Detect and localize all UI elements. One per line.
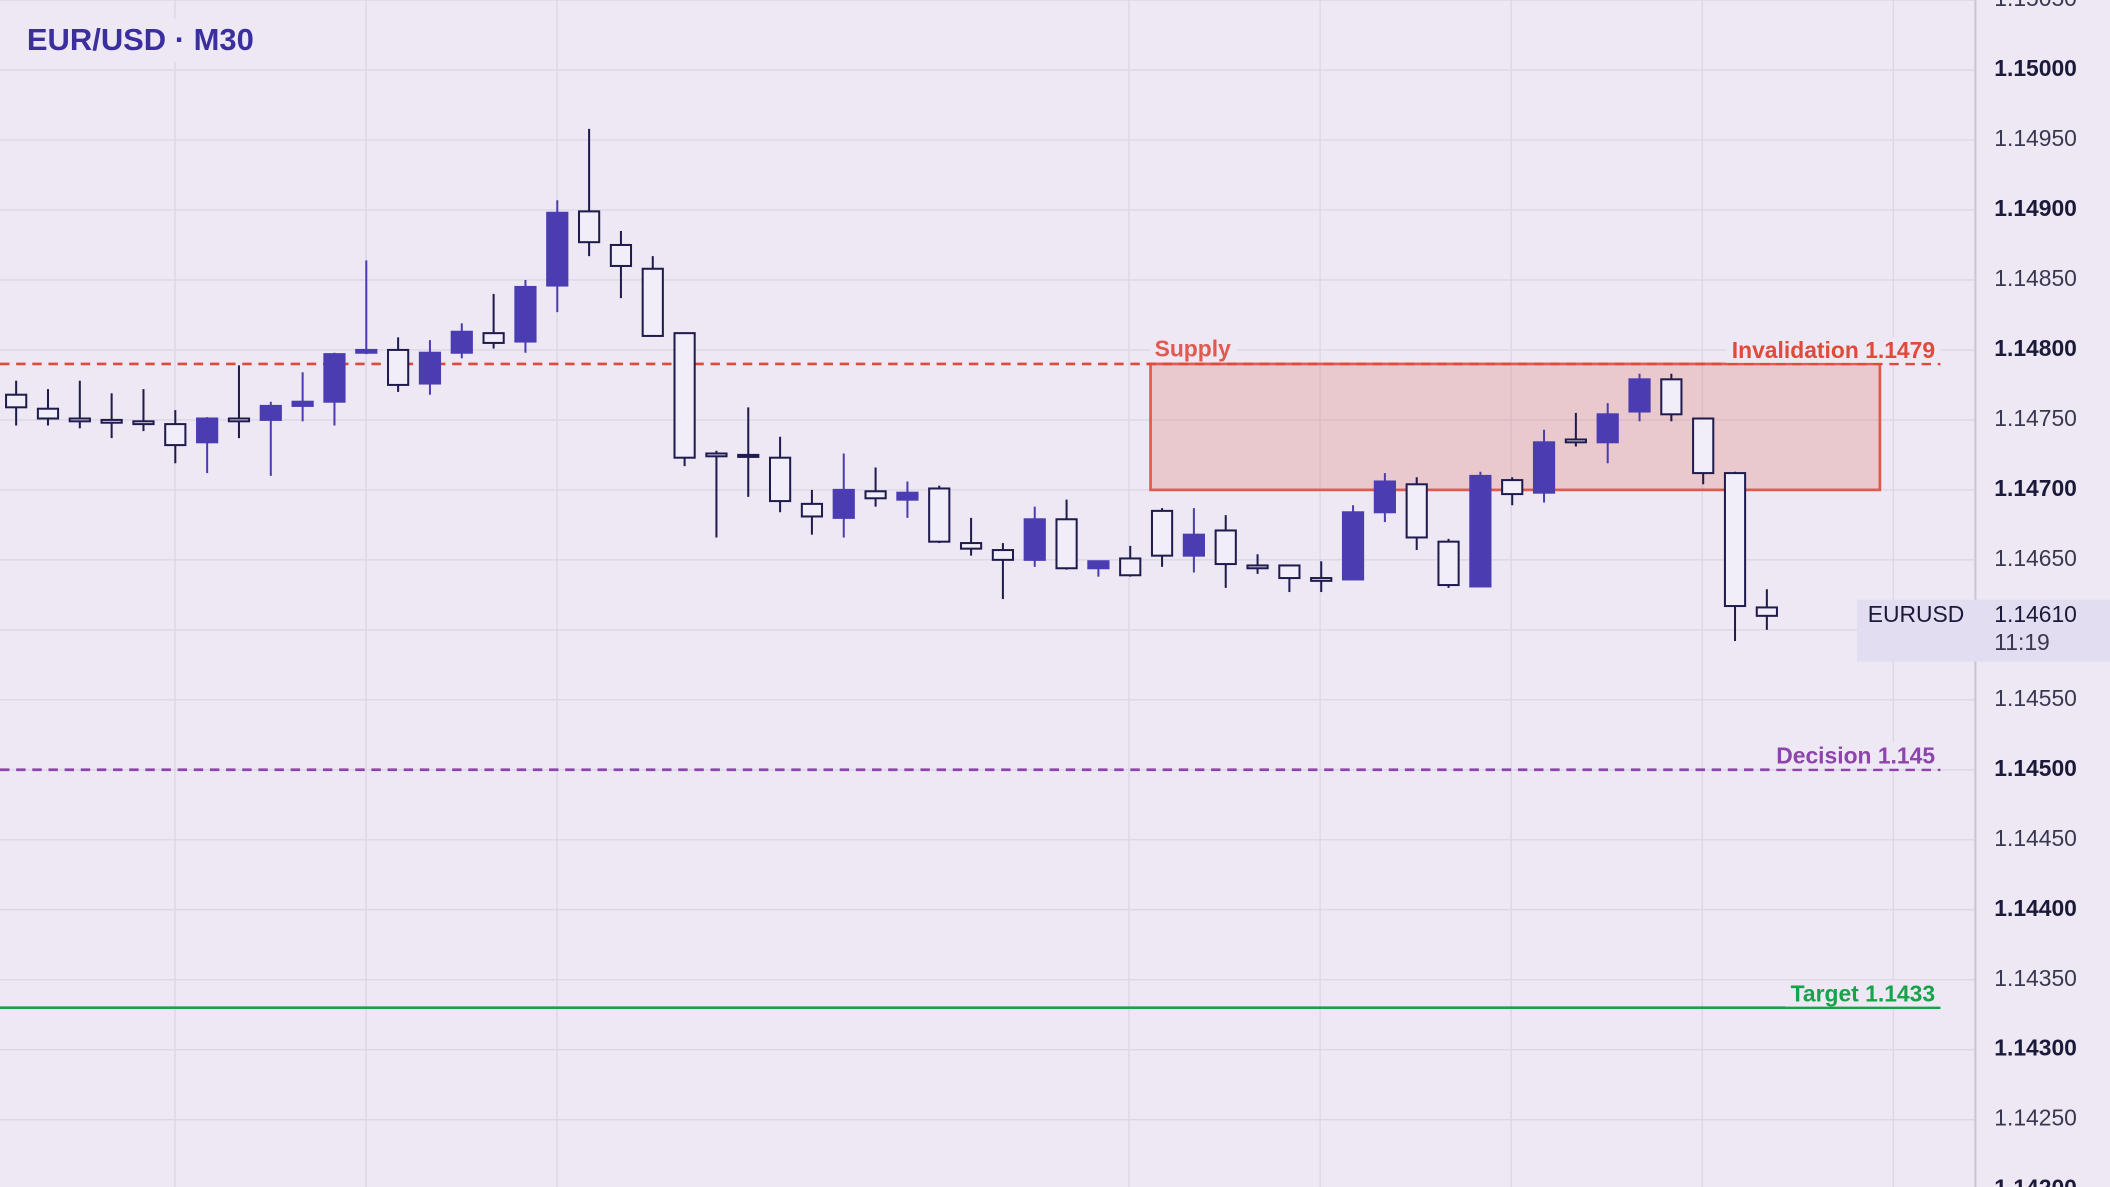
- y-tick-label: 1.14900: [1994, 195, 2077, 221]
- candle-body: [355, 348, 378, 354]
- zone-label-bg: [1150, 337, 1237, 362]
- candle-body: [1692, 417, 1715, 475]
- candle-body: [450, 330, 473, 354]
- candle-body: [737, 453, 760, 458]
- level-label: Target 1.1433: [1791, 981, 1935, 1007]
- supply-zone: [1149, 362, 1882, 492]
- time-grid: [174, 0, 1895, 1187]
- candle-body: [1214, 529, 1237, 566]
- y-tick-label: 1.14750: [1994, 405, 2077, 431]
- candle-body: [1532, 441, 1556, 494]
- y-tick-label: 1.14450: [1994, 825, 2077, 851]
- candle-body: [68, 417, 91, 423]
- candle-body: [864, 490, 887, 500]
- candle-body: [514, 285, 537, 343]
- price-axis-panel: [1975, 0, 2110, 1187]
- level-label: Decision 1.145: [1776, 743, 1935, 769]
- candle-body: [1373, 480, 1396, 514]
- candle-body: [1119, 557, 1142, 577]
- y-tick-label: 1.14400: [1994, 895, 2077, 921]
- candle-body: [1055, 518, 1078, 570]
- y-tick-label: 1.14700: [1994, 475, 2077, 501]
- chart-title: EUR/USD · M30: [27, 22, 254, 57]
- candle-body: [928, 487, 951, 543]
- candle-body: [164, 423, 187, 447]
- candle-body: [1628, 378, 1651, 413]
- level-label: Invalidation 1.1479: [1732, 337, 1935, 363]
- candle-body: [1596, 413, 1619, 444]
- last-price-label: 1.14610: [1994, 601, 2077, 627]
- y-tick-label: 1.15000: [1994, 55, 2077, 81]
- candle-body: [578, 210, 601, 244]
- candle-body: [1246, 564, 1269, 570]
- candle-body: [227, 417, 251, 423]
- y-tick-label: 1.14300: [1994, 1035, 2077, 1061]
- candle-body: [1755, 606, 1778, 617]
- candle-body: [323, 353, 346, 403]
- candle-body: [100, 418, 123, 424]
- candle-body: [1023, 518, 1046, 561]
- candle-body: [1087, 560, 1110, 570]
- candle-body: [1660, 378, 1683, 416]
- y-tick-label: 1.14350: [1994, 965, 2077, 991]
- y-tick-label: 1.14500: [1994, 755, 2077, 781]
- candle-body: [5, 393, 28, 409]
- y-tick-label: 1.14850: [1994, 265, 2077, 291]
- last-price-box: [1857, 599, 2110, 662]
- level-label-bg: [1785, 980, 1941, 1007]
- candle-body: [991, 549, 1015, 561]
- y-tick-label: 1.14950: [1994, 125, 2077, 151]
- bar-countdown: 11:19: [1994, 629, 2050, 655]
- y-tick-label: 1.14800: [1994, 335, 2077, 361]
- candle-body: [1310, 577, 1333, 582]
- candle-body: [1182, 533, 1205, 557]
- zone-label: Supply: [1155, 336, 1231, 362]
- candle-body: [1501, 479, 1524, 496]
- candle-body: [1564, 438, 1587, 444]
- level-label-bg: [1726, 336, 1941, 363]
- candle-body: [641, 267, 664, 337]
- candle-body: [196, 417, 219, 444]
- candle-body: [546, 211, 569, 287]
- candle-body: [1469, 474, 1492, 588]
- y-tick-label: 1.14650: [1994, 545, 2077, 571]
- candle-body: [132, 420, 155, 426]
- y-tick-label: 1.14250: [1994, 1105, 2077, 1131]
- candle-body: [832, 488, 855, 519]
- candle-body: [959, 542, 983, 550]
- candle-body: [1437, 540, 1460, 587]
- candle-body: [1341, 511, 1365, 581]
- candle-body: [387, 348, 410, 386]
- candle-body: [800, 502, 824, 518]
- candle-body: [482, 332, 505, 344]
- level-label-bg: [1770, 742, 1941, 769]
- candle-body: [1278, 564, 1301, 580]
- candle-body: [768, 456, 792, 503]
- candle-body: [291, 400, 314, 407]
- last-price-symbol: EURUSD: [1868, 601, 1965, 627]
- candle-body: [259, 404, 282, 421]
- y-tick-label: 1.14550: [1994, 685, 2077, 711]
- candle-body: [896, 491, 919, 501]
- candle-body: [1405, 483, 1428, 539]
- y-tick-label: 1.15050: [1994, 0, 2077, 11]
- candle-body: [673, 332, 696, 459]
- y-tick-label: 1.14200: [1994, 1175, 2077, 1187]
- candle-body: [1150, 509, 1174, 557]
- title-background: [18, 18, 280, 62]
- candle-body: [705, 452, 728, 458]
- candle-body: [418, 351, 442, 385]
- candle-body: [36, 407, 60, 420]
- candle-body: [1723, 472, 1747, 608]
- candle-body: [609, 243, 633, 267]
